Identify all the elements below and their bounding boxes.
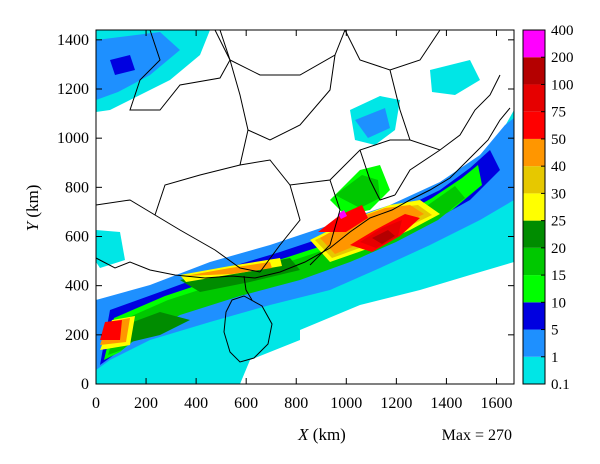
colorbar-swatch (523, 57, 545, 85)
y-axis: 0 200 400 600 800 1000 1200 1400 (57, 32, 514, 393)
y-tick-label: 600 (65, 229, 89, 246)
colorbar-level-label: 25 (551, 214, 566, 230)
colorbar-level-label: 5 (551, 323, 559, 339)
x-tick-label: 1000 (330, 395, 362, 412)
rainfall-field (96, 30, 514, 384)
y-tick-label: 400 (65, 278, 89, 295)
max-value-label: Max = 270 (442, 427, 512, 444)
colorbar-level-label: 15 (551, 268, 566, 284)
x-tick-label: 1200 (380, 395, 412, 412)
y-tick-label: 1400 (57, 32, 89, 49)
colorbar-swatch (523, 111, 545, 139)
colorbar-swatch (523, 356, 545, 384)
colorbar-level-label: 100 (551, 77, 574, 93)
y-tick-label: 1000 (57, 130, 89, 147)
colorbar-level-label: 200 (551, 50, 574, 66)
colorbar-frame (522, 29, 546, 385)
colorbar-swatch (523, 302, 545, 330)
x-tick-label: 1400 (430, 395, 462, 412)
colorbar-level-label: 1 (551, 350, 559, 366)
colorbar-level-label: 10 (551, 295, 566, 311)
x-axis: 0 200 400 600 800 1000 1200 1400 1600 (92, 30, 512, 412)
colorbar-level-label: 40 (551, 159, 566, 175)
colorbar-level-label: 50 (551, 132, 566, 148)
colorbar-level-label: 30 (551, 186, 566, 202)
colorbar-level-label: 75 (551, 105, 566, 121)
y-axis-label: Y (km) (23, 185, 42, 232)
x-axis-label: X (km) (297, 425, 346, 444)
x-tick-label: 200 (134, 395, 158, 412)
colorbar-swatch (523, 193, 545, 221)
x-tick-label: 1600 (480, 395, 512, 412)
colorbar-swatch (523, 247, 545, 276)
colorbar-swatch (523, 166, 545, 194)
colorbar-level-label: 0.1 (551, 377, 570, 393)
colorbar-swatch (523, 138, 545, 167)
colorbar-swatch (523, 220, 545, 248)
colorbar-swatch (523, 275, 545, 303)
y-tick-label: 1200 (57, 81, 89, 98)
x-tick-label: 0 (92, 395, 100, 412)
colorbar-level-label: 400 (551, 23, 574, 39)
x-tick-label: 800 (284, 395, 308, 412)
y-tick-label: 200 (65, 327, 89, 344)
x-tick-label: 600 (234, 395, 258, 412)
x-tick-label: 400 (184, 395, 208, 412)
colorbar-level-label: 20 (551, 241, 566, 257)
colorbar-swatch (523, 329, 545, 357)
y-tick-label: 0 (81, 376, 89, 393)
colorbar-swatch (523, 84, 545, 112)
plot-frame (95, 29, 515, 385)
boundary-lines (96, 30, 511, 363)
colorbar-swatch (523, 30, 545, 58)
y-tick-label: 800 (65, 179, 89, 196)
